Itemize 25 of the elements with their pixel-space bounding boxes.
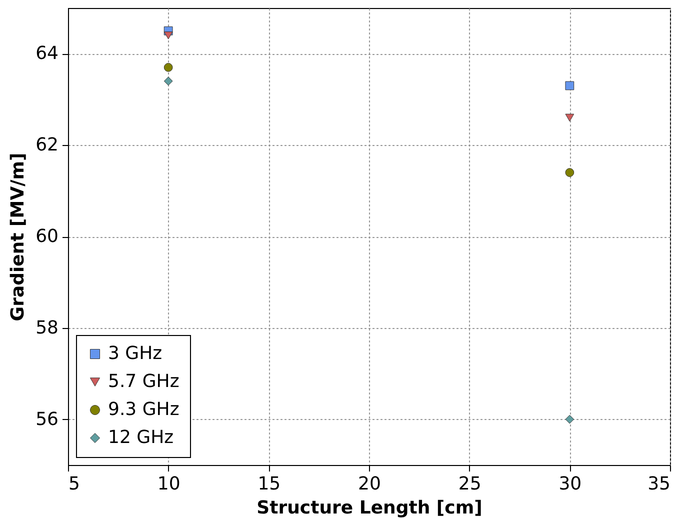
x-axis-title: Structure Length [cm] [256, 498, 482, 518]
point [164, 62, 173, 72]
x-tick-label: 15 [258, 474, 281, 494]
x-tick-label: 30 [558, 474, 582, 494]
y-tick-label: 64 [36, 43, 58, 64]
legend-label: 9.3 GHz [108, 399, 180, 420]
point [565, 414, 574, 424]
x-tick-label: 25 [458, 474, 482, 494]
point [164, 32, 173, 40]
x-tick-label: 10 [157, 474, 180, 494]
legend-label: 12 GHz [108, 427, 174, 448]
point [565, 114, 574, 122]
y-axis-title: Gradient [MV/m] [8, 152, 29, 322]
y-tick-label: 60 [36, 226, 58, 247]
point [565, 168, 574, 177]
y-tick-label: 56 [36, 408, 58, 430]
legend-label: 5.7 GHz [108, 371, 180, 392]
point [164, 76, 173, 86]
y-tick-label: 62 [36, 134, 58, 156]
x-tick-label: 35 [648, 474, 670, 494]
x-tick-label: 5 [68, 474, 80, 494]
point [565, 81, 574, 90]
x-tick-label: 20 [358, 474, 381, 494]
y-tick-label: 58 [36, 317, 58, 338]
legend-label: 3 GHz [108, 343, 162, 364]
